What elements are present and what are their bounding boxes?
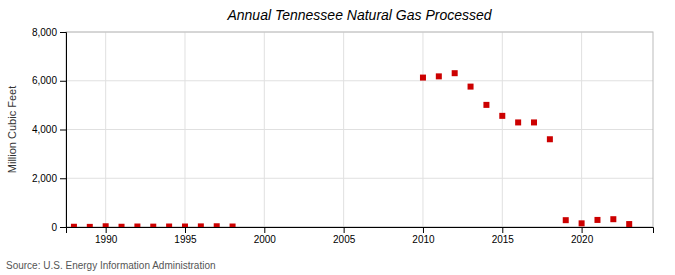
point xyxy=(150,224,156,227)
x-tick-label: 1995 xyxy=(174,234,197,245)
point xyxy=(87,224,93,227)
point xyxy=(531,119,537,125)
x-tick-mark xyxy=(264,227,265,233)
x-tick: 1990 xyxy=(95,227,118,245)
point xyxy=(468,84,474,90)
x-tick-label: 1990 xyxy=(95,234,118,245)
grid-line-y xyxy=(66,129,653,130)
point xyxy=(499,113,505,119)
point xyxy=(182,224,188,227)
point xyxy=(547,136,553,142)
point xyxy=(515,119,521,125)
y-tick-label: 6,000 xyxy=(32,75,57,86)
y-tick: 4,000 xyxy=(32,124,66,135)
x-tick-mark xyxy=(344,227,345,233)
y-axis-line xyxy=(60,33,67,228)
y-axis: 0 2,000 4,000 6,000 8,000 xyxy=(32,27,67,233)
point xyxy=(483,102,489,108)
grid-line-y xyxy=(66,80,653,81)
y-tick-label: 8,000 xyxy=(32,27,57,38)
x-tick-label: 2015 xyxy=(492,234,515,245)
annotation: Source: U.S. Energy Information Administ… xyxy=(6,260,216,271)
plot-frame xyxy=(66,32,653,227)
chart-svg: 1990 1995 2000 2005 2010 2015 2020 0 2,000 4,000 6… xyxy=(0,0,675,275)
point xyxy=(452,70,458,76)
y-tick: 8,000 xyxy=(32,27,66,38)
point xyxy=(563,217,569,223)
grid-line-x xyxy=(422,32,423,227)
y-tick-mark xyxy=(60,130,66,131)
grid-line-x xyxy=(343,32,344,227)
point xyxy=(436,73,442,79)
points xyxy=(71,70,632,227)
title: Annual Tennessee Natural Gas Processed xyxy=(226,7,492,23)
point xyxy=(166,224,172,227)
y-tick: 2,000 xyxy=(32,173,66,184)
x-tick: 2005 xyxy=(333,227,356,245)
y-tick: 0 xyxy=(51,222,66,233)
x-tick-mark xyxy=(423,227,424,233)
x-tick: 2020 xyxy=(571,227,594,245)
point xyxy=(214,223,220,227)
x-axis: 1990 1995 2000 2005 2010 2015 2020 xyxy=(67,227,654,245)
x-tick: 2000 xyxy=(254,227,277,245)
x-tick-mark xyxy=(582,227,583,233)
grid-line-y xyxy=(66,178,653,179)
point xyxy=(594,217,600,223)
x-tick: 2015 xyxy=(492,227,515,245)
x-axis-line xyxy=(67,228,654,234)
point xyxy=(610,216,616,222)
point xyxy=(230,224,236,227)
y-tick: 6,000 xyxy=(32,75,66,86)
grid-line-x xyxy=(105,32,106,227)
x-tick-mark xyxy=(106,227,107,233)
point xyxy=(626,221,632,227)
grid-line-x xyxy=(502,32,503,227)
point xyxy=(420,75,426,81)
point xyxy=(579,220,585,226)
point xyxy=(119,224,125,227)
point xyxy=(134,224,140,227)
point xyxy=(103,223,109,227)
grid-line-x xyxy=(581,32,582,227)
y-tick-mark xyxy=(60,227,66,228)
x-tick-label: 2000 xyxy=(254,234,277,245)
grid xyxy=(66,32,653,227)
y-tick-mark xyxy=(60,32,66,33)
x-tick-mark xyxy=(502,227,503,233)
grid-line-x xyxy=(264,32,265,227)
grid-line-x xyxy=(184,32,185,227)
point xyxy=(71,224,77,227)
y-tick-label: 0 xyxy=(51,222,57,233)
y-tick-label: 4,000 xyxy=(32,124,57,135)
x-tick-label: 2020 xyxy=(571,234,594,245)
y-tick-mark xyxy=(60,178,66,179)
x-tick-label: 2010 xyxy=(412,234,435,245)
y-axis-title: Million Cubic Feet xyxy=(6,86,18,173)
x-tick-label: 2005 xyxy=(333,234,356,245)
chart-container: 1990 1995 2000 2005 2010 2015 2020 0 2,000 4,000 6… xyxy=(0,0,675,275)
y-tick-label: 2,000 xyxy=(32,173,57,184)
x-tick: 1995 xyxy=(174,227,197,245)
plot-area: 1990 1995 2000 2005 2010 2015 2020 0 2,000 4,000 6… xyxy=(32,27,654,245)
point xyxy=(198,223,204,227)
x-tick: 2010 xyxy=(412,227,435,245)
y-tick-mark xyxy=(60,81,66,82)
x-tick-mark xyxy=(185,227,186,233)
